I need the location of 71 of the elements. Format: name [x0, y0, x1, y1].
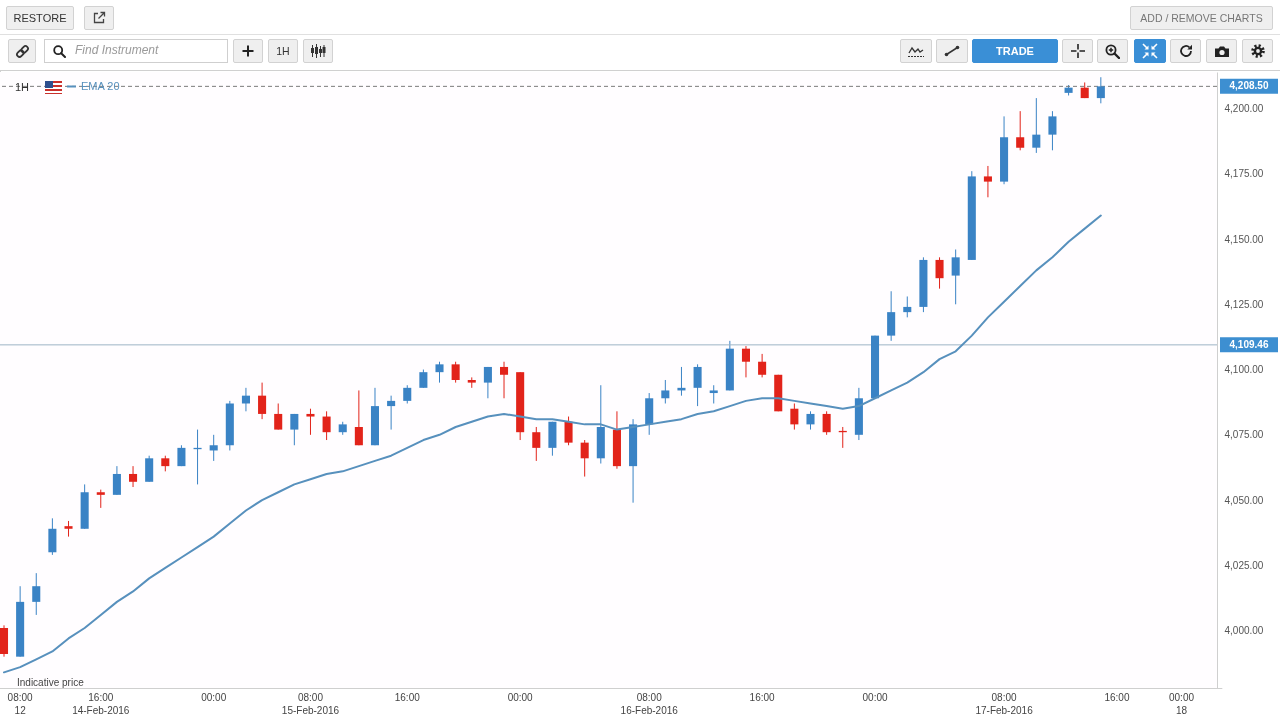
candlestick: [290, 413, 299, 446]
candlestick: [983, 165, 992, 198]
candlestick: [306, 408, 315, 436]
candlestick: [1032, 97, 1041, 154]
candlestick: [935, 256, 944, 290]
candlestick: [806, 410, 815, 431]
candlestick: [709, 384, 718, 404]
candlestick: [790, 402, 799, 431]
y-tick-label: 4,075.00: [1224, 429, 1264, 441]
button: RESTORE: [6, 6, 74, 30]
x-tick-label: 16:00: [749, 691, 776, 703]
candlestick: [403, 384, 412, 404]
x-tick-label: 08:00 15-Feb-2016: [281, 691, 340, 716]
candlestick: [500, 361, 509, 399]
x-tick-label: 00:00: [507, 691, 534, 703]
candlestick: [129, 465, 138, 488]
y-tick-label: 4,125.00: [1224, 298, 1264, 310]
candlestick: [258, 382, 267, 420]
candlestick: [451, 361, 460, 384]
ref-line-label: 4,208.50: [1229, 80, 1269, 92]
y-tick-label: 4,100.00: [1224, 364, 1264, 376]
candlestick: [48, 517, 57, 556]
candlestick: [661, 379, 670, 404]
x-tick-label: 08:00 12: [7, 691, 34, 716]
candlestick: [903, 295, 912, 318]
candlestick: [532, 426, 541, 462]
x-tick-label: 08:00 16-Feb-2016: [620, 691, 679, 716]
ref-line-label: 4,109.46: [1229, 338, 1269, 350]
button: ADD / REMOVE CHARTS: [1130, 6, 1273, 30]
line-series: [3, 214, 1102, 674]
y-tick-label: 4,000.00: [1224, 625, 1264, 637]
y-tick-label: 4,150.00: [1224, 233, 1264, 245]
y-tick-label: 4,050.00: [1224, 494, 1264, 506]
button: TRADE: [972, 39, 1058, 63]
candlestick: [419, 369, 428, 389]
y-tick-label: 4,175.00: [1224, 168, 1264, 180]
candlestick: [435, 361, 444, 384]
x-tick-label: 16:00: [1104, 691, 1130, 703]
candlestick: [209, 434, 218, 462]
x-tick-label: 00:00: [862, 691, 888, 703]
candlestick: [145, 455, 154, 483]
candlestick: [741, 345, 751, 378]
candlestick: [887, 290, 896, 342]
x-tick-label: 00:00 18: [1168, 691, 1195, 716]
candlestick: [1096, 76, 1105, 104]
x-tick-label: 08:00 17-Feb-2016: [975, 691, 1034, 716]
annotation: Indicative price: [17, 676, 84, 689]
candlestick: [693, 363, 702, 407]
text: Find Instrument: [75, 43, 159, 57]
candlestick: [32, 572, 41, 616]
candlestick: [112, 465, 121, 496]
candlestick: [758, 353, 767, 378]
candlestick: [322, 410, 331, 441]
candlestick: [483, 366, 492, 399]
text: 1H: [15, 81, 30, 94]
candlestick: [1048, 110, 1057, 151]
candlestick: [564, 416, 573, 446]
x-tick-label: 16:00: [394, 691, 421, 703]
candlestick: [96, 489, 105, 509]
x-tick-label: 16:00 14-Feb-2016: [72, 691, 130, 716]
y-tick-label: 4,025.00: [1224, 559, 1264, 571]
candlestick: [354, 389, 363, 446]
button: 1H: [268, 39, 298, 63]
x-tick-label: 00:00: [201, 691, 227, 703]
candlestick: [274, 402, 283, 431]
candlestick: [580, 439, 589, 478]
y-tick-label: 4,200.00: [1224, 103, 1264, 115]
candlestick: [951, 248, 960, 305]
candlestick: [387, 395, 396, 431]
candlestick: [1016, 110, 1025, 151]
candlestick: [822, 410, 831, 436]
